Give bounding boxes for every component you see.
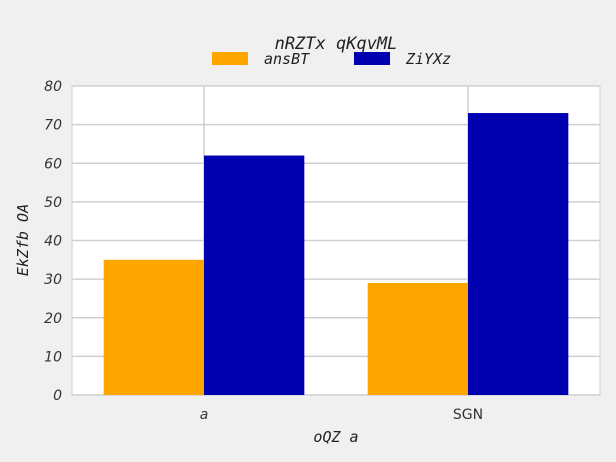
bar-ZiYXz-SGN xyxy=(468,113,569,395)
legend-label: ansBT xyxy=(264,50,310,68)
y-tick-label: 70 xyxy=(44,118,62,134)
legend-swatch xyxy=(212,52,248,65)
legend-label: ZiYXz xyxy=(405,50,451,68)
bar-ansBT-SGN xyxy=(367,282,468,395)
y-axis-label: EkZfb OA xyxy=(14,204,32,276)
y-tick-label: 60 xyxy=(44,156,62,172)
y-axis-ticks: 0 10 20 30 40 50 60 70 80 xyxy=(44,79,62,404)
y-tick-label: 0 xyxy=(53,388,62,404)
x-tick-label: a xyxy=(200,407,209,423)
legend-swatch xyxy=(354,52,390,65)
y-tick-label: 50 xyxy=(44,195,62,211)
y-tick-label: 40 xyxy=(44,234,62,250)
y-tick-label: 30 xyxy=(44,272,62,288)
bar-ansBT-a xyxy=(103,259,204,395)
y-tick-label: 10 xyxy=(44,349,62,365)
y-tick-label: 20 xyxy=(44,311,62,327)
x-axis-label: oQZ a xyxy=(313,428,358,446)
bars xyxy=(103,113,569,395)
x-tick-label: SGN xyxy=(453,407,483,423)
bar-ZiYXz-a xyxy=(204,155,305,395)
y-tick-label: 80 xyxy=(44,79,62,95)
legend: ansBT ZiYXz xyxy=(212,50,451,68)
chart-title: nRZTx qKqvML xyxy=(275,34,398,54)
x-axis-ticks: a SGN xyxy=(200,407,483,423)
